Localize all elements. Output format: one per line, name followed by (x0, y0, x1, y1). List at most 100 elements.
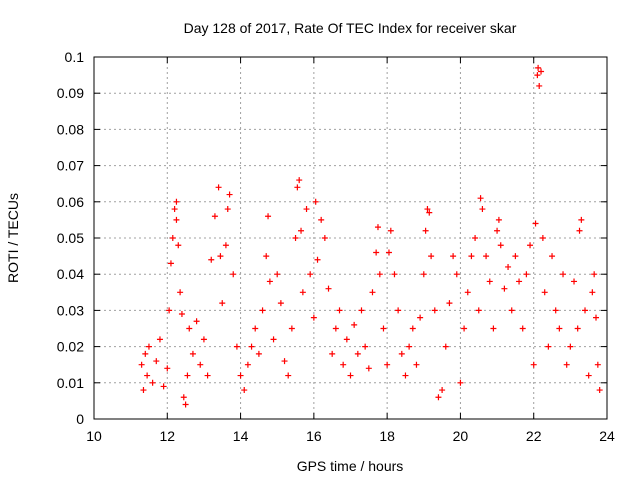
data-point (387, 227, 394, 234)
data-point (593, 314, 600, 321)
data-point (495, 216, 502, 223)
data-point (277, 300, 284, 307)
data-point (252, 325, 259, 332)
data-point (182, 401, 189, 408)
data-point (406, 343, 413, 350)
y-tick-label: 0.08 (57, 121, 84, 137)
data-point (365, 365, 372, 372)
data-point (325, 285, 332, 292)
data-point (140, 387, 147, 394)
data-point (475, 307, 482, 314)
chart-title: Day 128 of 2017, Rate Of TEC Index for r… (184, 20, 517, 36)
data-point (519, 325, 526, 332)
y-tick-label: 0 (76, 411, 84, 427)
y-tick-label: 0.09 (57, 85, 84, 101)
data-point (395, 307, 402, 314)
data-point (571, 278, 578, 285)
data-point (545, 343, 552, 350)
data-point (413, 361, 420, 368)
data-point (376, 271, 383, 278)
data-point (508, 307, 515, 314)
data-point (574, 325, 581, 332)
data-point (307, 271, 314, 278)
data-point (197, 361, 204, 368)
data-point (332, 325, 339, 332)
data-point (442, 343, 449, 350)
data-point (358, 307, 365, 314)
data-point (259, 307, 266, 314)
data-point (450, 253, 457, 260)
y-axis-ticks: 0 0.01 0.02 0.03 0.04 0.05 0.06 0.07 0.08 0.09 0.1 (57, 49, 607, 427)
data-point (200, 336, 207, 343)
data-point (318, 216, 325, 223)
data-point (224, 206, 231, 213)
data-point (420, 271, 427, 278)
data-point (215, 184, 222, 191)
data-point (340, 361, 347, 368)
data-point (180, 394, 187, 401)
data-point (173, 198, 180, 205)
x-tick-label: 12 (159, 428, 175, 444)
x-axis-label: GPS time / hours (297, 458, 404, 474)
data-point (468, 253, 475, 260)
data-point (431, 307, 438, 314)
data-point (472, 235, 479, 241)
data-point (527, 242, 534, 249)
data-point (596, 387, 603, 394)
data-point (263, 253, 270, 260)
data-point (428, 253, 435, 260)
data-point (585, 372, 592, 379)
y-tick-label: 0.04 (57, 266, 84, 282)
data-point (541, 289, 548, 296)
grid (94, 57, 607, 419)
data-point (292, 235, 299, 241)
data-point (288, 325, 295, 332)
data-point (582, 307, 589, 314)
data-point (321, 235, 328, 241)
data-point (266, 278, 273, 285)
data-point (230, 271, 237, 278)
data-point (156, 336, 163, 343)
data-point (535, 64, 542, 71)
data-point (479, 206, 486, 213)
data-point (160, 383, 167, 390)
data-point (453, 271, 460, 278)
data-point (175, 242, 182, 249)
data-point (576, 227, 583, 234)
data-point (149, 379, 156, 386)
data-points (138, 64, 603, 408)
data-point (244, 361, 251, 368)
data-point (177, 289, 184, 296)
data-point (385, 249, 392, 256)
data-point (167, 260, 174, 267)
data-point (294, 184, 301, 191)
data-point (556, 325, 563, 332)
data-point (274, 271, 281, 278)
data-point (285, 372, 292, 379)
data-point (594, 361, 601, 368)
data-point (204, 372, 211, 379)
data-point (145, 343, 152, 350)
data-point (281, 358, 288, 365)
y-tick-label: 0.05 (57, 230, 84, 246)
data-point (178, 311, 185, 318)
data-point (343, 336, 350, 343)
data-point (512, 253, 519, 260)
data-point (153, 358, 160, 365)
data-point (347, 372, 354, 379)
data-point (426, 209, 433, 216)
data-point (296, 177, 303, 184)
data-point (248, 343, 255, 350)
data-point (303, 206, 310, 213)
data-point (384, 361, 391, 368)
x-tick-label: 22 (526, 428, 542, 444)
y-tick-label: 0.06 (57, 194, 84, 210)
data-point (241, 387, 248, 394)
data-point (589, 289, 596, 296)
data-point (530, 361, 537, 368)
data-point (446, 300, 453, 307)
data-point (534, 72, 541, 79)
data-point (336, 307, 343, 314)
data-point (398, 350, 405, 357)
x-axis-ticks: 10 12 14 16 18 20 22 24 (86, 57, 615, 444)
